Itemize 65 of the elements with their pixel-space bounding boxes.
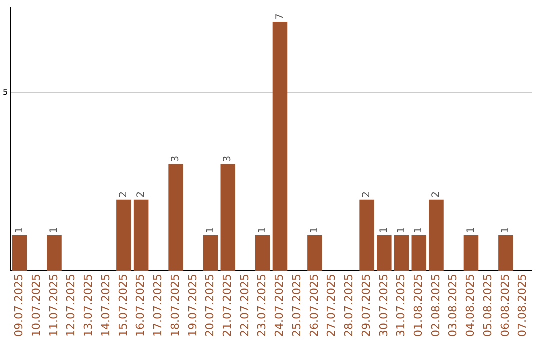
x-tick-label: 12.07.2025 (64, 274, 78, 338)
bar (360, 200, 374, 272)
x-tick-label: 30.07.2025 (377, 274, 390, 338)
x-tick-label: 18.07.2025 (168, 274, 182, 338)
x-tick-label: 16.07.2025 (134, 274, 148, 338)
bar (498, 235, 514, 272)
bar (429, 200, 444, 272)
data-label: 2 (431, 192, 442, 198)
bar (47, 235, 62, 272)
data-label: 2 (362, 192, 373, 198)
x-tick-label: 13.07.2025 (82, 274, 96, 338)
x-tick-label: 20.07.2025 (204, 274, 217, 338)
bar (377, 235, 392, 272)
x-tick-label: 06.08.2025 (498, 274, 512, 338)
x-tick-label: 11.07.2025 (47, 274, 60, 338)
x-tick-label: 22.07.2025 (238, 274, 252, 338)
x-tick-label: 15.07.2025 (116, 274, 130, 338)
bar (12, 235, 28, 272)
bar (116, 200, 132, 272)
x-tick-label: 23.07.2025 (256, 274, 269, 338)
x-tick-label: 04.08.2025 (464, 274, 478, 338)
x-tick-label: 10.07.2025 (30, 274, 43, 338)
x-tick-label: 29.07.2025 (360, 274, 373, 338)
x-tick-label: 21.07.2025 (220, 274, 234, 338)
data-label: 1 (396, 227, 408, 234)
x-tick-label: 02.08.2025 (429, 274, 442, 338)
bar (464, 235, 479, 272)
x-tick-label: 24.07.2025 (273, 274, 286, 338)
data-label: 1 (49, 227, 60, 234)
x-tick-label: 26.07.2025 (308, 274, 321, 338)
data-label: 3 (170, 156, 182, 162)
data-label: 1 (414, 227, 425, 234)
x-tick-label: 31.07.2025 (394, 274, 408, 338)
bar (220, 164, 236, 272)
bar (308, 235, 322, 272)
data-label: 1 (379, 227, 390, 234)
x-tick-label: 17.07.2025 (152, 274, 165, 338)
x-tick-label: 03.08.2025 (446, 274, 460, 338)
data-label: 1 (205, 227, 216, 234)
x-tick-label: 09.07.2025 (12, 274, 26, 338)
data-label: 7 (274, 14, 286, 20)
bar (272, 22, 288, 272)
bar (203, 235, 218, 272)
bar (255, 235, 270, 272)
data-label: 2 (118, 192, 130, 198)
data-label: 1 (310, 227, 321, 234)
x-tick-label: 01.08.2025 (412, 274, 425, 338)
data-label: 2 (136, 192, 147, 198)
x-tick-label: 27.07.2025 (325, 274, 338, 338)
data-label: 1 (257, 227, 268, 234)
x-tick-label: 25.07.2025 (290, 274, 304, 338)
x-tick-label: 19.07.2025 (186, 274, 200, 338)
data-label: 1 (500, 227, 512, 234)
bar (412, 235, 427, 272)
data-label: 1 (14, 227, 26, 234)
data-label: 1 (466, 227, 477, 234)
bar (168, 164, 184, 272)
x-tick-label: 14.07.2025 (99, 274, 112, 338)
x-tick-label: 07.08.2025 (516, 274, 530, 338)
x-tick-label: 28.07.2025 (342, 274, 356, 338)
bar (134, 200, 149, 272)
x-tick-label: 05.08.2025 (481, 274, 494, 338)
bar (394, 235, 410, 272)
data-label: 3 (222, 156, 234, 162)
y-tick-label: 5 (2, 88, 8, 98)
